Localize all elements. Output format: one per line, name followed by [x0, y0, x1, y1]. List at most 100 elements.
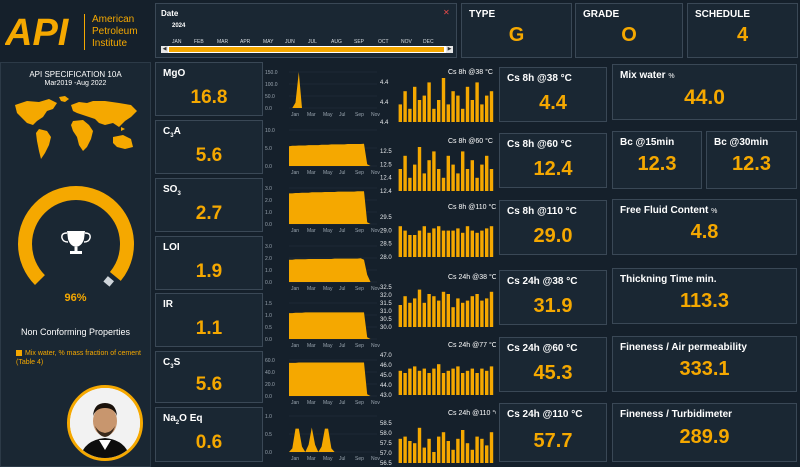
bar[interactable] [437, 300, 441, 327]
bar[interactable] [446, 370, 450, 395]
bar[interactable] [441, 373, 446, 395]
bar[interactable] [427, 160, 431, 191]
bar[interactable] [427, 294, 431, 327]
month-jan[interactable]: JAN [172, 39, 182, 45]
date-filter[interactable]: Date ✕ 2024 JAN FEB MAR APR MAY JUN JUL … [155, 3, 457, 58]
bar[interactable] [417, 230, 422, 257]
bar[interactable] [446, 155, 450, 191]
bar[interactable] [451, 230, 455, 257]
bar[interactable] [475, 436, 479, 463]
month-jun[interactable]: JUN [285, 39, 295, 45]
bar[interactable] [451, 164, 455, 191]
bar[interactable] [456, 173, 460, 191]
month-nov[interactable]: NOV [401, 39, 412, 45]
bar[interactable] [480, 230, 484, 257]
month-may[interactable]: MAY [263, 39, 274, 45]
bar[interactable] [417, 289, 422, 327]
bar[interactable] [441, 177, 446, 191]
bar[interactable] [417, 100, 422, 122]
bar[interactable] [451, 368, 455, 395]
scroll-left-icon[interactable]: ◀ [161, 46, 168, 53]
bar[interactable] [441, 78, 446, 122]
bar[interactable] [480, 438, 484, 463]
bar[interactable] [465, 169, 470, 191]
bar[interactable] [422, 447, 426, 463]
bar[interactable] [456, 228, 460, 257]
bar[interactable] [398, 226, 402, 257]
bar[interactable] [461, 232, 465, 257]
bar[interactable] [437, 226, 441, 257]
checkbox-icon[interactable] [16, 350, 22, 357]
bar[interactable] [403, 155, 407, 191]
bar[interactable] [432, 228, 436, 257]
bar[interactable] [417, 427, 422, 463]
bar[interactable] [427, 82, 431, 122]
month-apr[interactable]: APR [240, 39, 251, 45]
bar[interactable] [408, 235, 412, 257]
bar[interactable] [446, 441, 450, 463]
bar[interactable] [441, 291, 446, 327]
bar[interactable] [470, 368, 474, 395]
bar[interactable] [441, 432, 446, 463]
bar[interactable] [489, 91, 494, 122]
bar[interactable] [417, 370, 422, 395]
bar[interactable] [408, 302, 412, 327]
bar[interactable] [475, 294, 479, 327]
scroll-right-icon[interactable]: ▶ [446, 46, 453, 53]
bar[interactable] [470, 100, 474, 122]
bar[interactable] [408, 441, 412, 463]
bar[interactable] [461, 302, 465, 327]
bar[interactable] [403, 373, 407, 395]
bar[interactable] [489, 169, 494, 191]
bar[interactable] [446, 294, 450, 327]
bar[interactable] [437, 436, 441, 463]
bar[interactable] [456, 298, 460, 327]
bar[interactable] [475, 232, 479, 257]
bar[interactable] [465, 86, 470, 122]
bar[interactable] [413, 298, 417, 327]
bar[interactable] [485, 445, 489, 463]
bar[interactable] [480, 368, 484, 395]
bar[interactable] [413, 235, 417, 257]
bar[interactable] [422, 302, 426, 327]
bar[interactable] [398, 370, 402, 395]
bar[interactable] [422, 226, 426, 257]
bar[interactable] [451, 449, 455, 463]
bar[interactable] [470, 296, 474, 327]
bar[interactable] [408, 368, 412, 395]
bar[interactable] [456, 438, 460, 463]
bar[interactable] [398, 104, 402, 122]
bar[interactable] [432, 296, 436, 327]
bar[interactable] [470, 230, 474, 257]
bar[interactable] [403, 91, 407, 122]
bar[interactable] [465, 443, 470, 463]
bar[interactable] [432, 452, 436, 463]
month-dec[interactable]: DEC [423, 39, 434, 45]
bar[interactable] [413, 86, 417, 122]
bar[interactable] [489, 366, 494, 395]
bar[interactable] [465, 300, 470, 327]
bar[interactable] [446, 104, 450, 122]
timeline-range[interactable] [169, 47, 444, 52]
clear-filter-icon[interactable]: ✕ [443, 8, 450, 17]
month-oct[interactable]: OCT [378, 39, 389, 45]
bar[interactable] [437, 364, 441, 395]
month-jul[interactable]: JUL [308, 39, 317, 45]
bar[interactable] [489, 226, 494, 257]
bar[interactable] [427, 232, 431, 257]
bar[interactable] [451, 91, 455, 122]
bar[interactable] [422, 173, 426, 191]
bar[interactable] [456, 95, 460, 122]
bar[interactable] [461, 151, 465, 191]
bar[interactable] [470, 160, 474, 191]
bar[interactable] [432, 368, 436, 395]
bar[interactable] [475, 177, 479, 191]
bar[interactable] [461, 373, 465, 395]
bar[interactable] [432, 108, 436, 122]
bar[interactable] [456, 366, 460, 395]
nonconforming-item[interactable]: Mix water, % mass fraction of cement (Ta… [16, 349, 142, 367]
bar[interactable] [413, 443, 417, 463]
bar[interactable] [485, 298, 489, 327]
bar[interactable] [398, 169, 402, 191]
timeline-scrollbar[interactable]: ◀ ▶ [161, 46, 453, 53]
